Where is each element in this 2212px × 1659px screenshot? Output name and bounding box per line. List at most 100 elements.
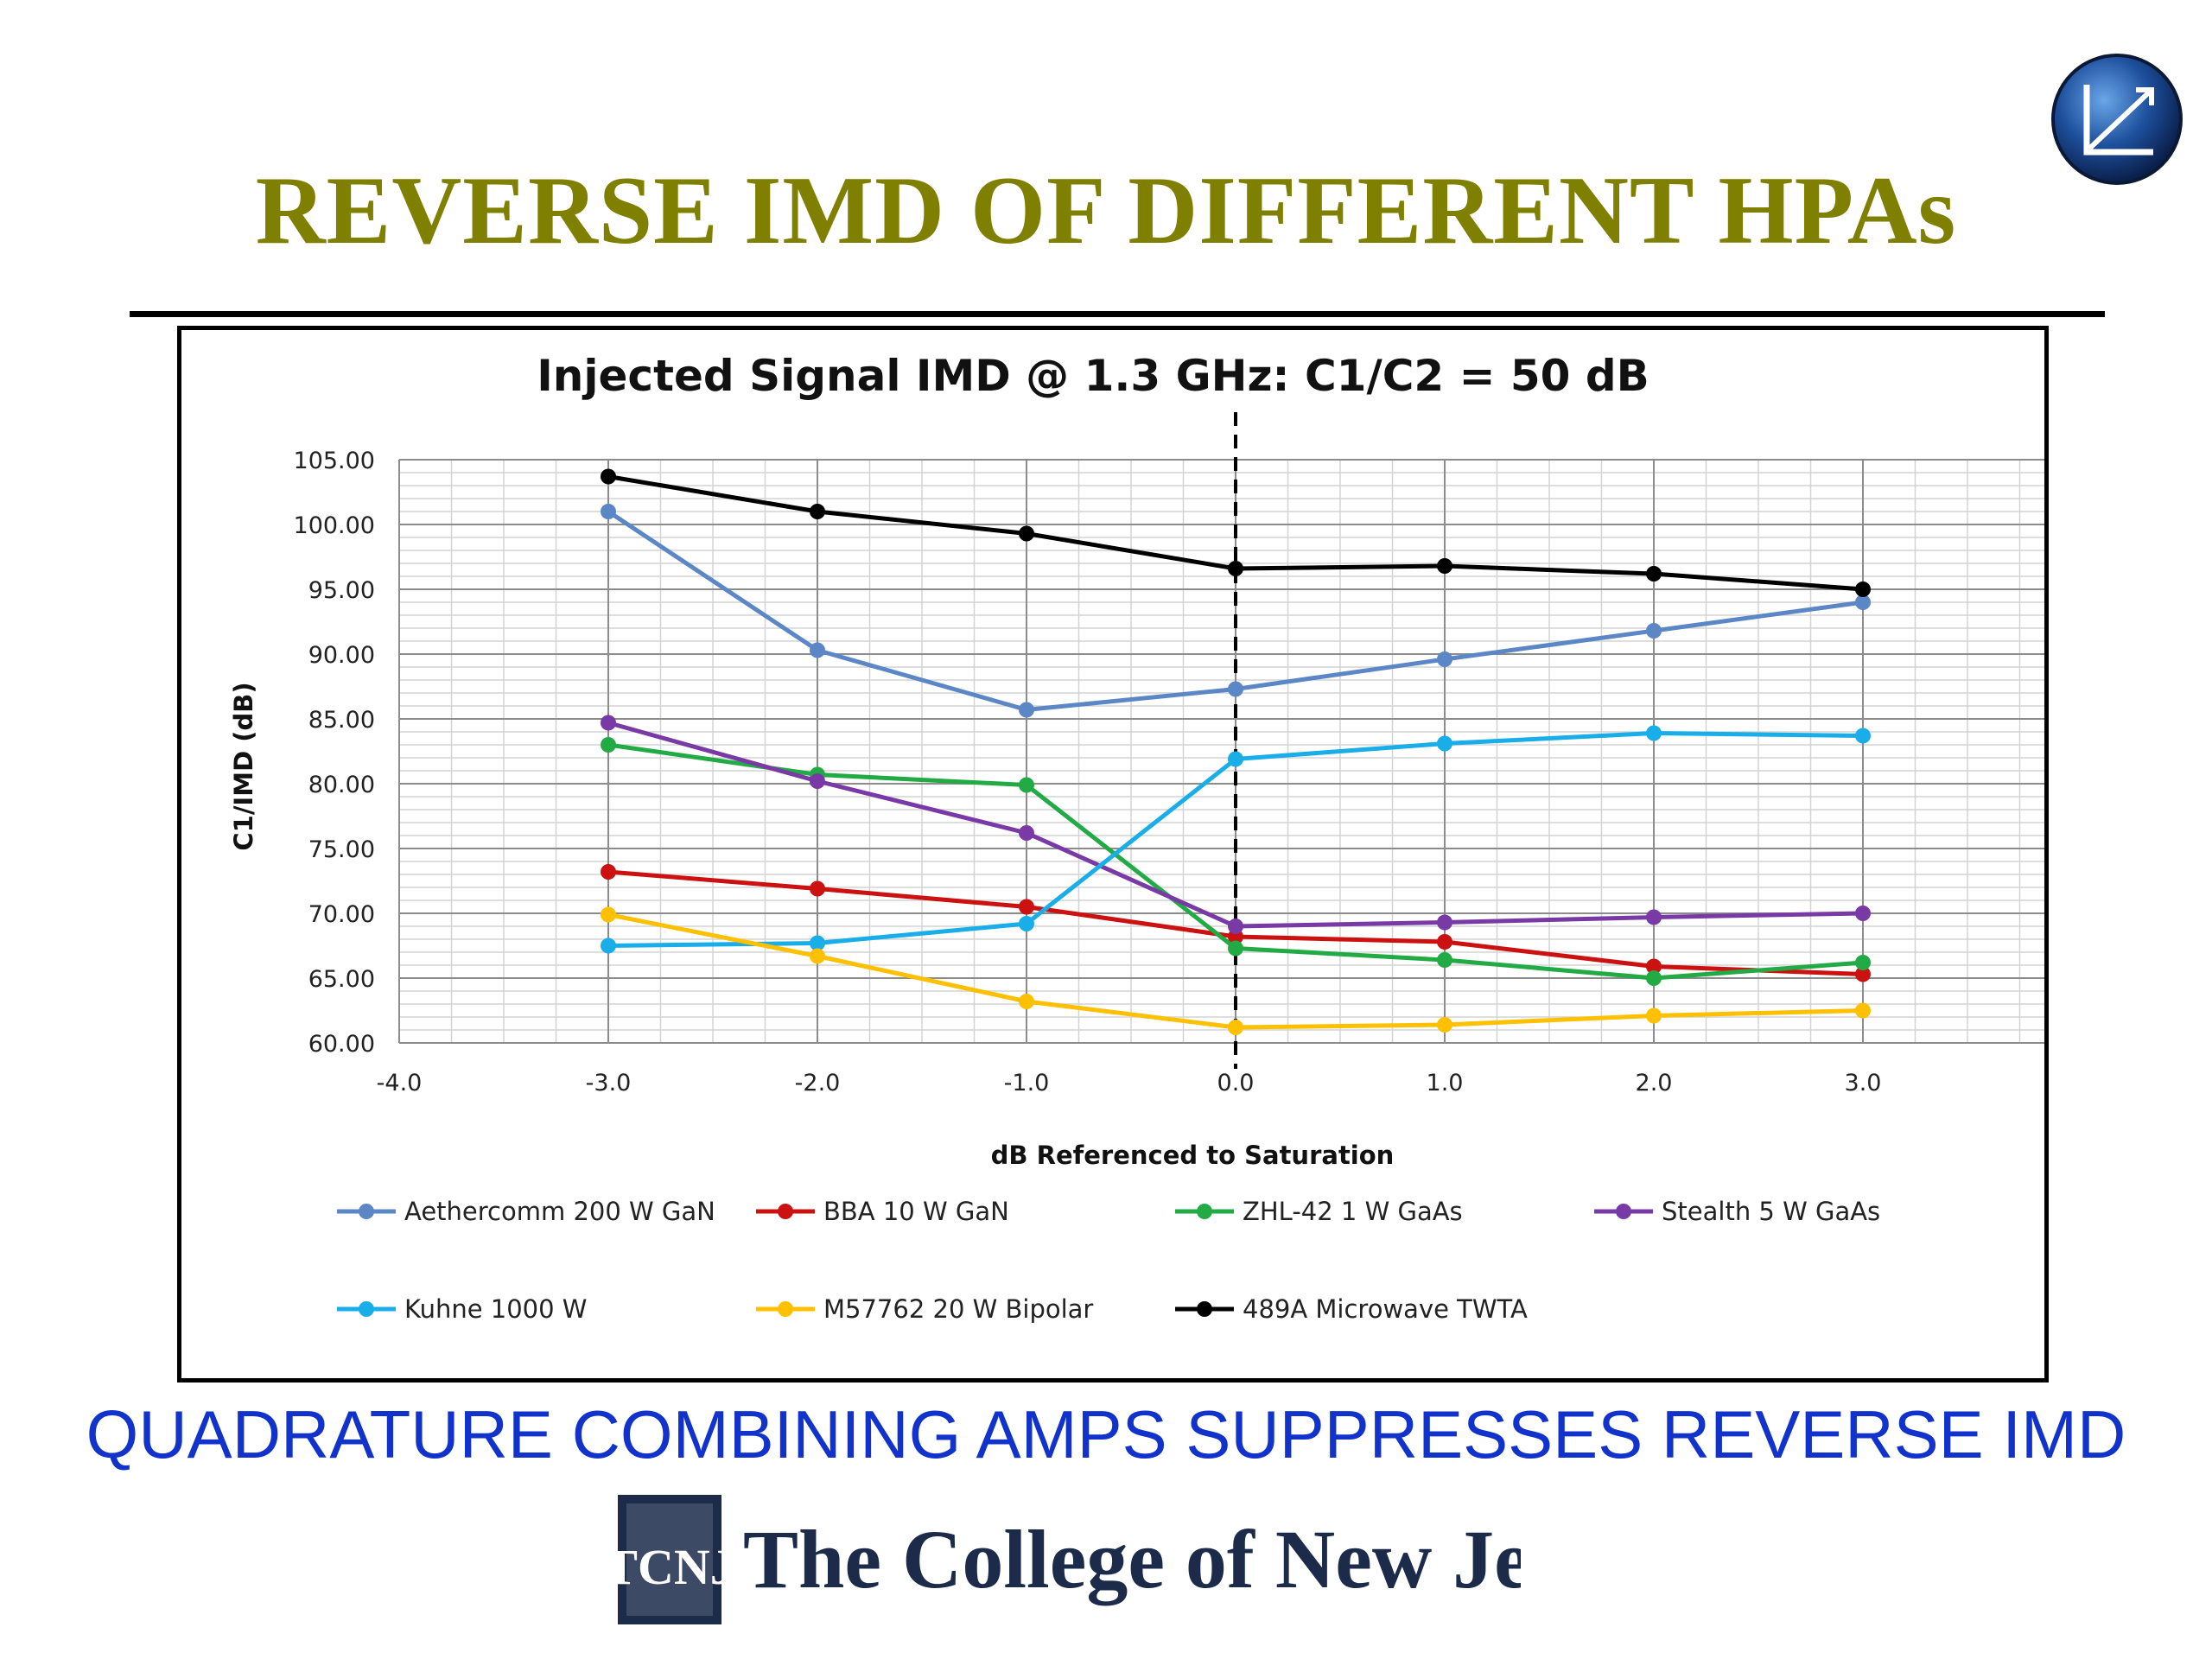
series-6 xyxy=(601,906,1871,1035)
series-1 xyxy=(601,504,1871,718)
data-point xyxy=(1019,777,1034,793)
legend-item: ZHL-42 1 W GaAs xyxy=(1175,1197,1463,1226)
data-point xyxy=(1646,725,1662,741)
data-point xyxy=(1646,566,1662,582)
data-point xyxy=(810,935,825,951)
data-point xyxy=(810,948,825,964)
data-point xyxy=(1646,970,1662,986)
x-tick-label: 1.0 xyxy=(1427,1070,1464,1096)
data-point xyxy=(1019,702,1034,718)
data-point xyxy=(1437,952,1452,968)
series-7 xyxy=(601,468,1871,597)
x-tick-label: 0.0 xyxy=(1217,1070,1255,1096)
data-point xyxy=(1228,681,1243,697)
data-point xyxy=(1855,955,1871,970)
data-point xyxy=(1855,594,1871,610)
data-point xyxy=(601,737,616,753)
data-point xyxy=(1437,558,1452,574)
x-tick-label: -4.0 xyxy=(377,1070,423,1096)
data-point xyxy=(1437,914,1452,931)
legend-swatch-marker xyxy=(1197,1301,1212,1317)
data-point xyxy=(1855,1002,1871,1019)
data-point xyxy=(1228,561,1243,576)
slide-title: REVERSE IMD OF DIFFERENT HPAs xyxy=(255,157,1957,264)
legend-swatch-marker xyxy=(778,1301,793,1317)
data-point xyxy=(1646,623,1662,639)
legend-label: BBA 10 W GaN xyxy=(823,1197,1009,1226)
x-tick-label: -3.0 xyxy=(586,1070,632,1096)
data-point xyxy=(1019,899,1034,915)
data-point xyxy=(1437,934,1452,950)
y-tick-labels: 60.00 65.00 70.00 75.00 80.00 85.00 90.00 95.00… xyxy=(294,448,375,1058)
college-logo: TCNJ The College of New Jersey xyxy=(613,1495,1521,1624)
data-point xyxy=(1437,652,1452,667)
data-point xyxy=(1855,966,1871,982)
data-point xyxy=(601,468,616,485)
chart-frame: 60.00 65.00 70.00 75.00 80.00 85.00 90.00 95.00… xyxy=(177,326,2049,1382)
data-point xyxy=(1228,1020,1243,1035)
title-divider xyxy=(130,311,2105,317)
x-tick-label: 3.0 xyxy=(1845,1070,1882,1096)
data-point xyxy=(1019,525,1034,542)
data-point xyxy=(1228,918,1243,934)
y-tick-label: 80.00 xyxy=(308,772,375,798)
data-point xyxy=(1437,735,1452,752)
y-tick-label: 95.00 xyxy=(308,577,375,604)
data-point xyxy=(810,504,825,519)
legend-swatch-marker xyxy=(778,1204,793,1219)
series-5 xyxy=(601,725,1871,954)
data-point xyxy=(1855,582,1871,597)
data-point xyxy=(1019,994,1034,1009)
data-point xyxy=(601,906,616,923)
legend-item: 489A Microwave TWTA xyxy=(1175,1294,1528,1324)
legend-item: BBA 10 W GaN xyxy=(756,1197,1009,1226)
tcnj-shield-icon xyxy=(618,1495,721,1624)
legend-swatch-marker xyxy=(1616,1204,1631,1219)
legend-swatch-marker xyxy=(1197,1204,1212,1219)
data-point xyxy=(1019,916,1034,931)
series-4 xyxy=(601,715,1871,934)
data-point xyxy=(1228,940,1243,957)
data-point xyxy=(601,938,616,954)
college-name: The College of New Jersey xyxy=(743,1513,1521,1605)
data-point xyxy=(1855,906,1871,921)
legend-label: ZHL-42 1 W GaAs xyxy=(1243,1197,1463,1226)
legend: Aethercomm 200 W GaN BBA 10 W GaN ZHL-42 1… xyxy=(337,1197,1880,1324)
y-tick-label: 75.00 xyxy=(308,836,375,863)
series-lines xyxy=(601,468,1871,1035)
legend-swatch-marker xyxy=(359,1301,374,1317)
y-tick-label: 100.00 xyxy=(294,512,375,539)
legend-label: M57762 20 W Bipolar xyxy=(823,1294,1093,1324)
line-chart: 60.00 65.00 70.00 75.00 80.00 85.00 90.00 95.00… xyxy=(229,351,2044,1324)
x-tick-labels: -4.0-3.0-2.0-1.00.01.02.03.04.0 xyxy=(377,1070,1882,1096)
y-tick-label: 105.00 xyxy=(294,448,375,474)
y-tick-label: 70.00 xyxy=(308,901,375,928)
data-point xyxy=(1437,1017,1452,1033)
legend-swatch-marker xyxy=(359,1204,374,1219)
y-tick-label: 90.00 xyxy=(308,642,375,669)
legend-item: Kuhne 1000 W xyxy=(337,1294,587,1324)
data-point xyxy=(601,504,616,519)
data-point xyxy=(601,715,616,731)
legend-item: Aethercomm 200 W GaN xyxy=(337,1197,715,1226)
y-tick-label: 85.00 xyxy=(308,707,375,734)
data-point xyxy=(1855,728,1871,744)
corner-logo-icon xyxy=(2051,54,2183,185)
legend-label: 489A Microwave TWTA xyxy=(1243,1294,1528,1324)
data-point xyxy=(1646,958,1662,975)
legend-label: Stealth 5 W GaAs xyxy=(1662,1197,1880,1226)
data-point xyxy=(1646,1007,1662,1024)
y-axis-title: C1/IMD (dB) xyxy=(229,682,258,850)
data-point xyxy=(810,642,825,658)
data-point xyxy=(1019,825,1034,841)
slide-subtitle: QUADRATURE COMBINING AMPS SUPPRESSES REV… xyxy=(86,1396,2126,1472)
x-tick-label: 2.0 xyxy=(1636,1070,1673,1096)
x-tick-label: -1.0 xyxy=(1004,1070,1050,1096)
chart-title: Injected Signal IMD @ 1.3 GHz: C1/C2 = 5… xyxy=(537,351,1649,401)
legend-item: M57762 20 W Bipolar xyxy=(756,1294,1093,1324)
data-point xyxy=(810,880,825,897)
data-point xyxy=(1228,751,1243,767)
legend-label: Aethercomm 200 W GaN xyxy=(404,1197,715,1226)
data-point xyxy=(1646,909,1662,925)
y-tick-label: 65.00 xyxy=(308,966,375,993)
